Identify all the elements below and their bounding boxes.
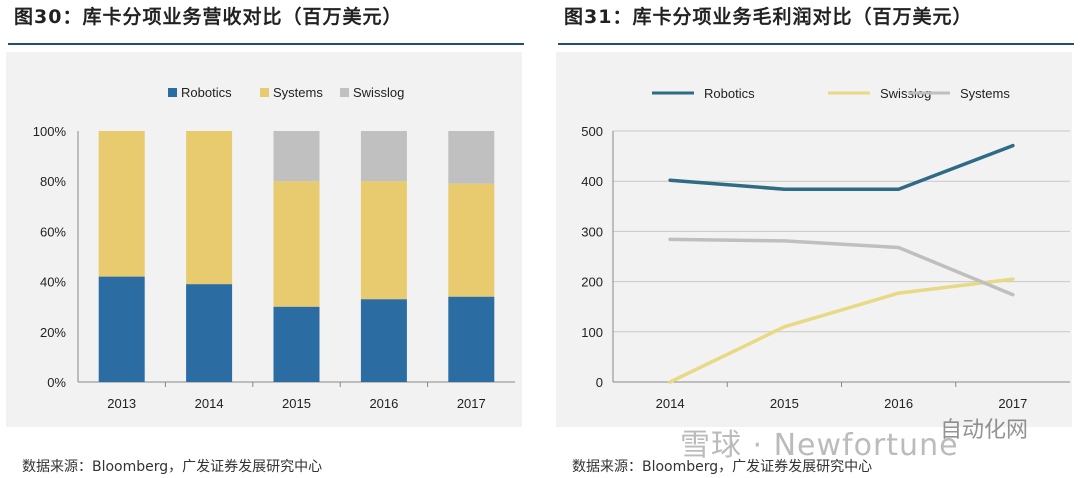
y-tick-label: 60% (40, 224, 66, 239)
y-tick-label: 20% (40, 325, 66, 340)
bar-systems-2016 (360, 181, 407, 300)
x-tick-label: 2013 (107, 396, 136, 411)
x-tick-label: 2017 (998, 396, 1027, 411)
bar-robotics-2016 (360, 299, 407, 382)
xueqiu-watermark: 雪球 · Newfortune (680, 428, 959, 463)
right-figure-title: 图31：库卡分项业务毛利润对比（百万美元） (564, 6, 973, 28)
y-tick-label: 40% (40, 275, 66, 290)
legend-label-swisslog: Swisslog (880, 86, 931, 101)
bar-swisslog-2016 (360, 131, 407, 182)
bar-systems-2017 (448, 183, 495, 297)
series-line-robotics (668, 143, 1015, 191)
right-figure: 图31：库卡分项业务毛利润对比（百万美元） Robotics Swisslog Sy… (550, 0, 1080, 478)
legend-swatch-swisslog (340, 88, 349, 97)
y-tick-label: 500 (581, 124, 603, 139)
bar-systems-2013 (98, 131, 145, 277)
y-tick-label: 200 (581, 275, 603, 290)
legend-label-systems: Systems (960, 86, 1010, 101)
legend-label-swisslog: Swisslog (353, 85, 404, 100)
revenue-stacked-bar-chart: Robotics Systems Swisslog 0% 20% 40% 60% 80% 100… (33, 85, 515, 411)
right-source-note: 数据来源：Bloomberg，广发证券发展研究中心 (572, 459, 873, 475)
bar-swisslog-2017 (448, 131, 495, 184)
series-line-systems (668, 237, 1015, 297)
automation-watermark: 自动化网 (940, 418, 1029, 443)
left-figure: 图30：库卡分项业务营收对比（百万美元） Robotics Systems Swis… (0, 0, 530, 478)
x-tick-label: 2015 (282, 396, 311, 411)
y-tick-label: 80% (40, 174, 66, 189)
right-plot-background (556, 52, 1072, 427)
x-tick-label: 2015 (770, 396, 799, 411)
legend-label-robotics: Robotics (181, 85, 232, 100)
x-tick-label: 2016 (369, 396, 398, 411)
bar-robotics-2015 (273, 306, 320, 382)
x-tick-label: 2016 (884, 396, 913, 411)
y-tick-label: 0% (47, 375, 66, 390)
bar-robotics-2014 (186, 284, 233, 382)
left-figure-title: 图30：库卡分项业务营收对比（百万美元） (14, 6, 403, 28)
left-title-rule (8, 43, 524, 45)
left-source-note: 数据来源：Bloomberg，广发证券发展研究中心 (22, 459, 323, 475)
gross-profit-line-chart: Robotics Swisslog Systems 0 100 200 300 400 500 2… (581, 86, 1070, 411)
legend-swatch-robotics (168, 88, 177, 97)
left-plot-background (6, 52, 522, 427)
x-tick-label: 2014 (195, 396, 224, 411)
y-tick-label: 400 (581, 174, 603, 189)
bar-swisslog-2015 (273, 131, 320, 182)
x-tick-label: 2017 (457, 396, 486, 411)
y-tick-label: 100% (33, 124, 67, 139)
x-tick-label: 2014 (656, 396, 685, 411)
series-line-swisslog (668, 277, 1015, 384)
bar-robotics-2013 (98, 276, 145, 382)
legend-swatch-systems (260, 88, 269, 97)
y-tick-label: 0 (596, 375, 603, 390)
y-tick-label: 100 (581, 325, 603, 340)
bar-systems-2015 (273, 181, 320, 307)
bar-systems-2014 (186, 131, 233, 285)
y-tick-label: 300 (581, 224, 603, 239)
bar-robotics-2017 (448, 296, 495, 382)
legend-label-systems: Systems (273, 85, 323, 100)
right-title-rule (558, 43, 1074, 45)
legend-label-robotics: Robotics (704, 86, 755, 101)
